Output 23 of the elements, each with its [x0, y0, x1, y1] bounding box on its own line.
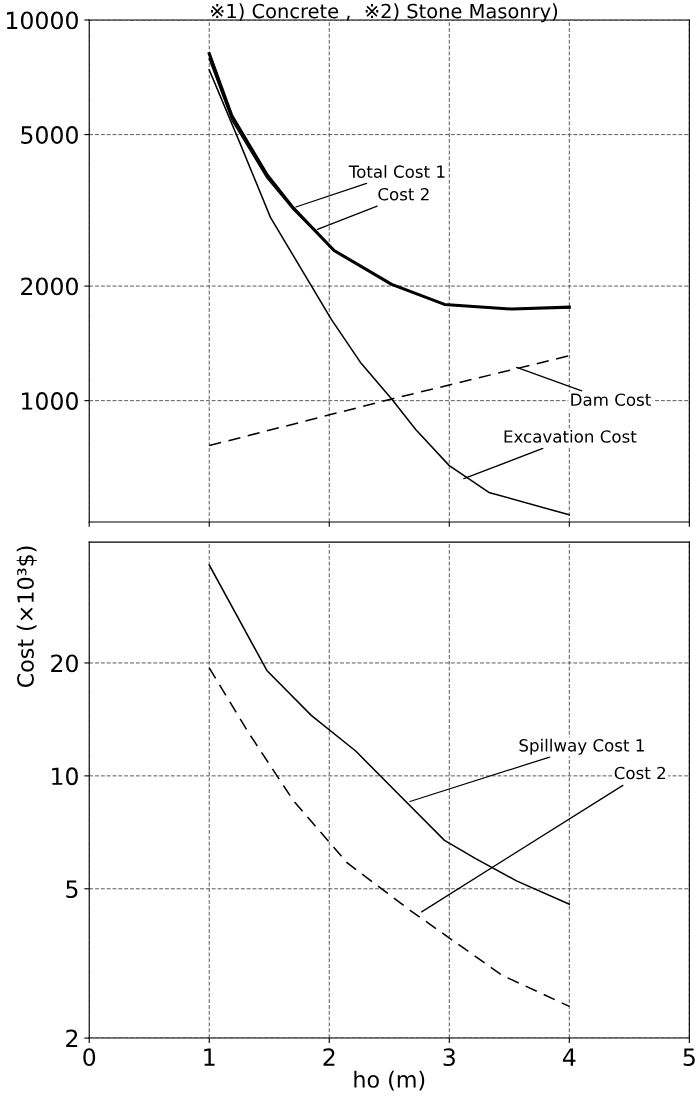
y-tick-label: 5 — [66, 880, 78, 899]
y-tick-label: 2 — [66, 1029, 78, 1048]
x-tick-label: 3 — [443, 1048, 455, 1067]
y-tick-label: 5000 — [21, 126, 78, 144]
annotation: Dam Cost — [571, 393, 651, 406]
x-tick-label: 4 — [562, 1048, 576, 1066]
annotation: ※1) Concrete , ※2) Stone Masonry) — [210, 3, 558, 23]
x-tick-label: 5 — [683, 1048, 695, 1067]
x-tick-label: 1 — [204, 1048, 215, 1066]
annotation: Cost 2 — [614, 766, 666, 780]
y-tick-label: 10000 — [6, 11, 78, 30]
annotation: Excavation Cost — [504, 429, 637, 443]
y-tick-label: 20 — [51, 654, 78, 673]
y-tick-label: 10 — [52, 767, 78, 786]
x-tick-label: 0 — [83, 1048, 96, 1067]
annotation: Cost 2 — [378, 187, 429, 201]
annotation: Spillway Cost 1 — [519, 738, 644, 755]
y-tick-label: 2000 — [21, 277, 78, 296]
y-axis-title: Cost (×10³$) — [16, 546, 37, 688]
x-axis-title: ho (m) — [354, 1070, 425, 1091]
y-tick-label: 1000 — [22, 392, 78, 410]
annotation: Total Cost 1 — [348, 165, 445, 178]
x-tick-label: 2 — [323, 1048, 335, 1066]
